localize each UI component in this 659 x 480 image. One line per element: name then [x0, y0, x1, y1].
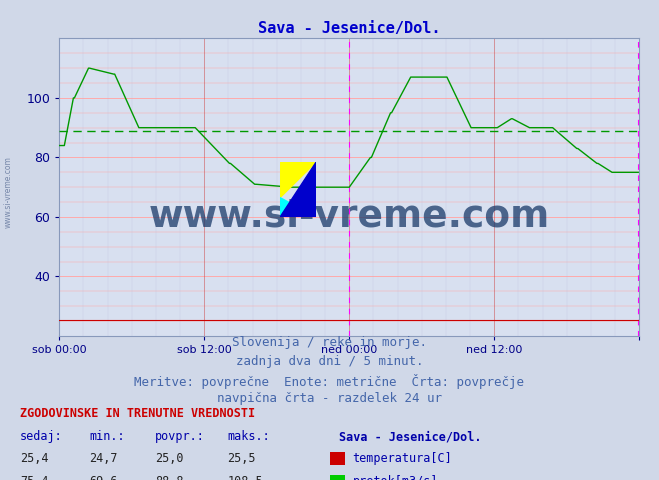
FancyBboxPatch shape — [330, 475, 345, 480]
Text: min.:: min.: — [89, 430, 125, 443]
Polygon shape — [280, 162, 316, 217]
Text: navpična črta - razdelek 24 ur: navpična črta - razdelek 24 ur — [217, 392, 442, 406]
Text: 108,5: 108,5 — [227, 475, 263, 480]
FancyBboxPatch shape — [330, 452, 345, 465]
Text: 25,4: 25,4 — [20, 452, 48, 465]
Text: www.si-vreme.com: www.si-vreme.com — [149, 199, 550, 235]
Text: povpr.:: povpr.: — [155, 430, 205, 443]
Text: 75,4: 75,4 — [20, 475, 48, 480]
Text: 25,0: 25,0 — [155, 452, 183, 465]
Text: Slovenija / reke in morje.: Slovenija / reke in morje. — [232, 336, 427, 349]
Title: Sava - Jesenice/Dol.: Sava - Jesenice/Dol. — [258, 21, 440, 36]
Text: 24,7: 24,7 — [89, 452, 117, 465]
Text: Sava - Jesenice/Dol.: Sava - Jesenice/Dol. — [339, 430, 482, 443]
Text: ZGODOVINSKE IN TRENUTNE VREDNOSTI: ZGODOVINSKE IN TRENUTNE VREDNOSTI — [20, 407, 255, 420]
Text: pretok[m3/s]: pretok[m3/s] — [353, 475, 438, 480]
Polygon shape — [280, 162, 316, 198]
Text: www.si-vreme.com: www.si-vreme.com — [3, 156, 13, 228]
Text: zadnja dva dni / 5 minut.: zadnja dva dni / 5 minut. — [236, 355, 423, 368]
Text: 69,6: 69,6 — [89, 475, 117, 480]
Text: temperatura[C]: temperatura[C] — [353, 452, 452, 465]
Text: 25,5: 25,5 — [227, 452, 256, 465]
Text: sedaj:: sedaj: — [20, 430, 63, 443]
Text: maks.:: maks.: — [227, 430, 270, 443]
Text: 88,8: 88,8 — [155, 475, 183, 480]
Polygon shape — [280, 198, 316, 217]
Text: Meritve: povprečne  Enote: metrične  Črta: povprečje: Meritve: povprečne Enote: metrične Črta:… — [134, 373, 525, 389]
